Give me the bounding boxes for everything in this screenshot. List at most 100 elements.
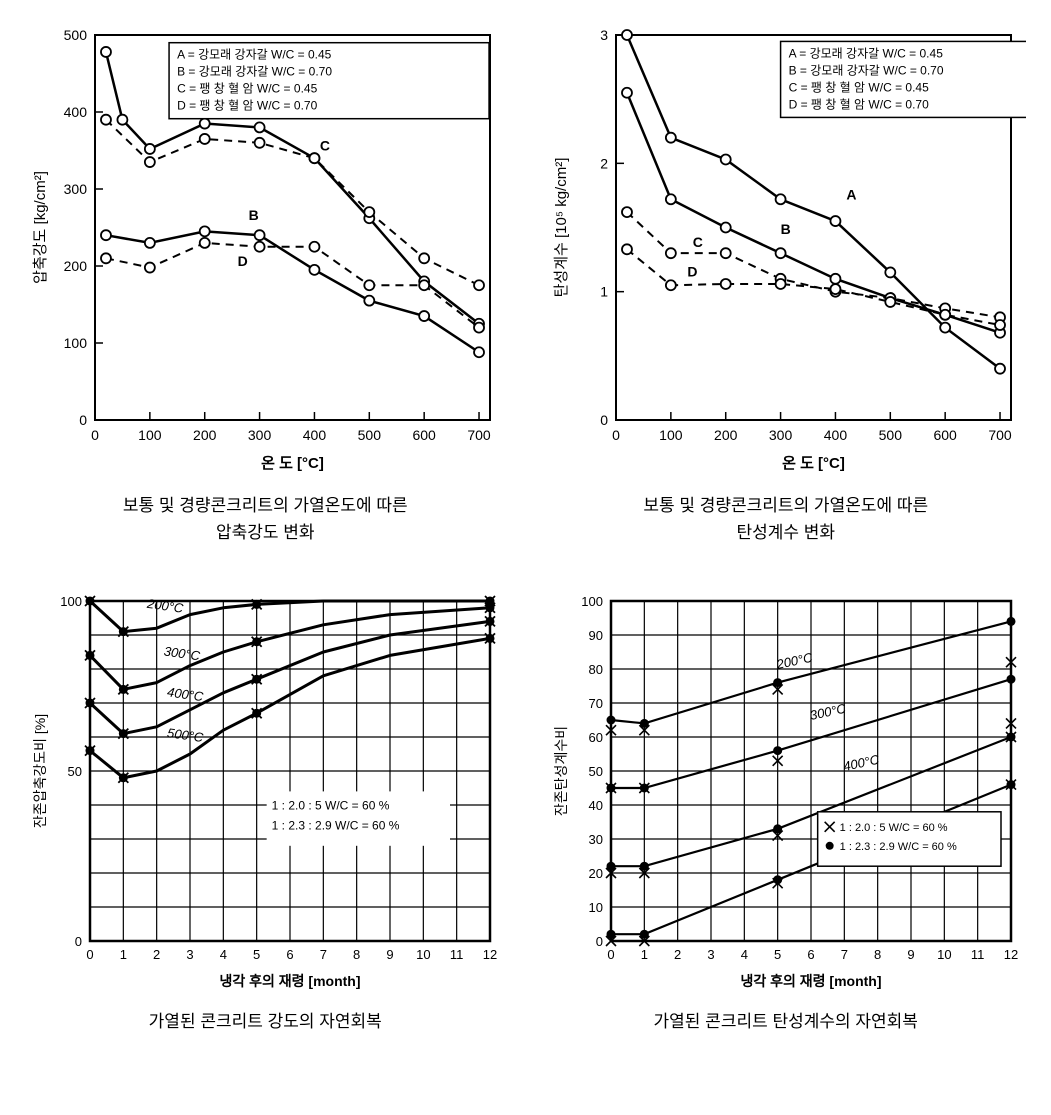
chart1-cell: 01002003004005006007000100200300400500온 … (20, 20, 511, 546)
svg-text:D = 팽 창 혈 암 W/C = 0.70: D = 팽 창 혈 암 W/C = 0.70 (788, 97, 929, 111)
chart2-svg: 01002003004005006007000123온 도 [°C]탄성계수 [… (546, 20, 1026, 480)
svg-text:100: 100 (61, 594, 83, 609)
svg-text:3: 3 (187, 947, 194, 962)
svg-text:2: 2 (153, 947, 160, 962)
svg-text:500: 500 (64, 27, 88, 43)
svg-text:10: 10 (588, 900, 602, 915)
svg-text:0: 0 (596, 934, 603, 949)
svg-text:60: 60 (588, 730, 602, 745)
svg-text:200°C: 200°C (146, 596, 186, 616)
svg-text:0: 0 (600, 412, 608, 428)
svg-text:4: 4 (220, 947, 227, 962)
svg-text:100: 100 (64, 335, 88, 351)
svg-text:A: A (846, 186, 856, 202)
svg-text:0: 0 (79, 412, 87, 428)
svg-text:A = 강모래 강자갈 W/C = 0.45: A = 강모래 강자갈 W/C = 0.45 (788, 46, 943, 60)
svg-text:500°C: 500°C (166, 725, 205, 745)
svg-text:12: 12 (483, 947, 497, 962)
svg-text:7: 7 (840, 947, 847, 962)
svg-text:C: C (320, 138, 330, 154)
svg-text:0: 0 (607, 947, 614, 962)
svg-text:6: 6 (287, 947, 294, 962)
svg-text:6: 6 (807, 947, 814, 962)
svg-text:70: 70 (588, 696, 602, 711)
chart1-caption-line1: 보통 및 경량콘크리트의 가열온도에 따른 (123, 496, 408, 515)
svg-text:5: 5 (253, 947, 260, 962)
svg-text:1 : 2.0 : 5 W/C = 60 %: 1 : 2.0 : 5 W/C = 60 % (272, 799, 390, 813)
charts-grid: 01002003004005006007000100200300400500온 … (20, 20, 1031, 1036)
svg-text:C: C (693, 234, 703, 250)
svg-text:300°C: 300°C (163, 644, 202, 664)
svg-text:0: 0 (87, 947, 94, 962)
svg-text:400: 400 (64, 104, 88, 120)
svg-text:200: 200 (64, 258, 88, 274)
chart2-caption: 보통 및 경량콘크리트의 가열온도에 따른 탄성계수 변화 (643, 492, 928, 546)
chart1-caption-line2: 압축강도 변화 (216, 523, 315, 542)
svg-text:0: 0 (612, 427, 620, 443)
svg-text:5: 5 (774, 947, 781, 962)
svg-text:1 : 2.0 : 5 W/C = 60 %: 1 : 2.0 : 5 W/C = 60 % (839, 822, 947, 834)
svg-text:40: 40 (588, 798, 602, 813)
svg-text:10: 10 (416, 947, 430, 962)
svg-text:잔존탄성계수비: 잔존탄성계수비 (553, 726, 569, 816)
svg-text:10: 10 (937, 947, 951, 962)
svg-text:D: D (687, 263, 697, 279)
chart4-caption-text: 가열된 콘크리트 탄성계수의 자연회복 (654, 1012, 918, 1031)
svg-text:0: 0 (75, 934, 82, 949)
svg-text:500: 500 (878, 427, 902, 443)
svg-text:A = 강모래 강자갈 W/C = 0.45: A = 강모래 강자갈 W/C = 0.45 (177, 48, 332, 62)
svg-text:400: 400 (303, 427, 327, 443)
svg-text:90: 90 (588, 628, 602, 643)
svg-text:D: D (238, 253, 248, 269)
svg-text:600: 600 (933, 427, 957, 443)
svg-text:1 : 2.3 : 2.9 W/C = 60 %: 1 : 2.3 : 2.9 W/C = 60 % (839, 841, 956, 853)
chart1-svg: 01002003004005006007000100200300400500온 … (25, 20, 505, 480)
svg-text:1: 1 (120, 947, 127, 962)
svg-text:C = 팽 창 혈 암 W/C = 0.45: C = 팽 창 혈 암 W/C = 0.45 (788, 80, 929, 94)
chart4-svg: 01234567891011120102030405060708090100냉각… (546, 586, 1026, 996)
svg-text:200: 200 (714, 427, 738, 443)
svg-text:온 도 [°C]: 온 도 [°C] (782, 455, 845, 472)
svg-text:700: 700 (468, 427, 492, 443)
svg-text:300°C: 300°C (808, 701, 847, 723)
chart3-cell: 0123456789101112050100냉각 후의 재령 [month]잔존… (20, 586, 511, 1035)
svg-text:300: 300 (248, 427, 272, 443)
svg-text:11: 11 (450, 947, 464, 962)
svg-text:8: 8 (353, 947, 360, 962)
svg-text:11: 11 (971, 947, 985, 962)
svg-text:B = 강모래 강자갈 W/C = 0.70: B = 강모래 강자갈 W/C = 0.70 (788, 63, 943, 77)
svg-text:7: 7 (320, 947, 327, 962)
svg-text:700: 700 (988, 427, 1012, 443)
svg-text:탄성계수 [10⁵ kg/cm²]: 탄성계수 [10⁵ kg/cm²] (553, 158, 570, 298)
svg-text:80: 80 (588, 662, 602, 677)
svg-text:1: 1 (600, 284, 608, 300)
svg-text:냉각 후의 재령 [month]: 냉각 후의 재령 [month] (740, 973, 881, 989)
chart4-cell: 01234567891011120102030405060708090100냉각… (541, 586, 1032, 1035)
chart3-caption-text: 가열된 콘크리트 강도의 자연회복 (149, 1012, 382, 1031)
svg-text:0: 0 (91, 427, 99, 443)
svg-text:1: 1 (640, 947, 647, 962)
svg-text:300: 300 (64, 181, 88, 197)
svg-text:50: 50 (68, 764, 82, 779)
svg-text:400°C: 400°C (166, 685, 205, 705)
svg-text:B: B (249, 207, 259, 223)
svg-text:3: 3 (707, 947, 714, 962)
svg-text:잔존압축강도비 [%]: 잔존압축강도비 [%] (32, 714, 48, 828)
svg-text:400: 400 (824, 427, 848, 443)
svg-text:1 : 2.3 : 2.9 W/C = 60 %: 1 : 2.3 : 2.9 W/C = 60 % (272, 819, 400, 833)
chart2-caption-line2: 탄성계수 변화 (736, 523, 835, 542)
svg-text:12: 12 (1004, 947, 1018, 962)
svg-text:50: 50 (588, 764, 602, 779)
svg-text:500: 500 (358, 427, 382, 443)
svg-text:압축강도 [kg/cm²]: 압축강도 [kg/cm²] (32, 171, 49, 284)
svg-text:B: B (780, 221, 790, 237)
svg-text:100: 100 (138, 427, 162, 443)
svg-text:3: 3 (600, 27, 608, 43)
chart3-svg: 0123456789101112050100냉각 후의 재령 [month]잔존… (25, 586, 505, 996)
svg-text:D = 팽 창 혈 암 W/C = 0.70: D = 팽 창 혈 암 W/C = 0.70 (177, 99, 318, 113)
svg-text:2: 2 (600, 155, 608, 171)
svg-text:C = 팽 창 혈 암 W/C = 0.45: C = 팽 창 혈 암 W/C = 0.45 (177, 82, 318, 96)
svg-text:4: 4 (740, 947, 747, 962)
chart2-caption-line1: 보통 및 경량콘크리트의 가열온도에 따른 (643, 496, 928, 515)
chart3-caption: 가열된 콘크리트 강도의 자연회복 (149, 1008, 382, 1035)
